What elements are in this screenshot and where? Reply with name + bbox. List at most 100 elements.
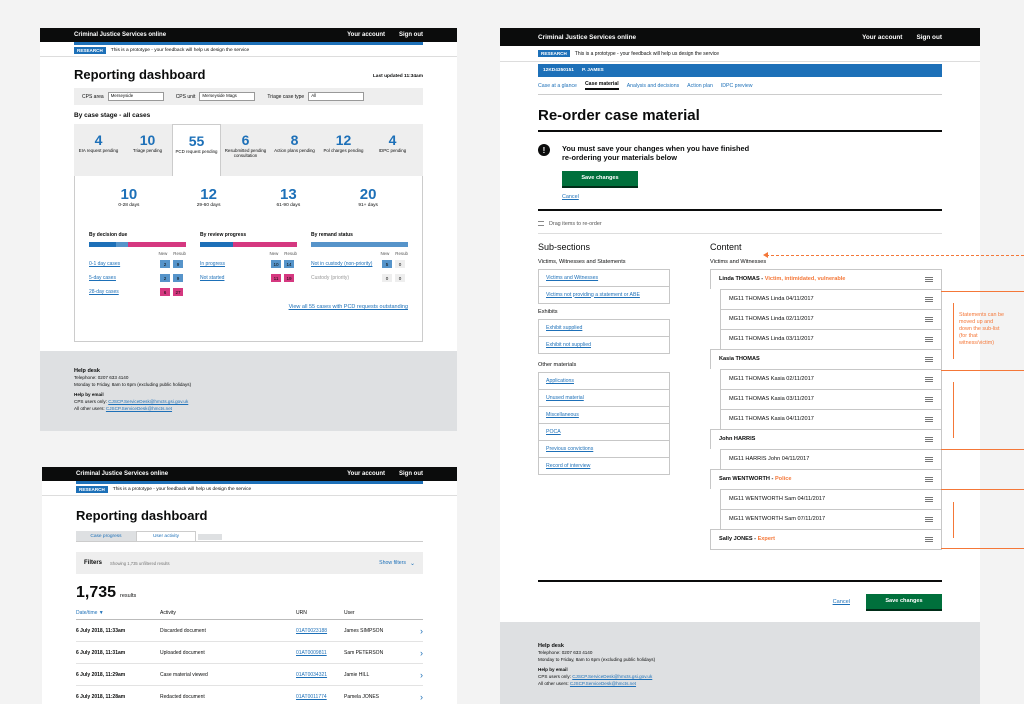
remand-row-link[interactable]: Not in custody (non-priority) — [311, 261, 373, 267]
table-row[interactable]: 6 July 2018, 11:31am Uploaded document 01A… — [76, 642, 423, 664]
filter-type-select[interactable]: All — [308, 92, 365, 101]
show-filters-button[interactable]: Show filters — [379, 560, 406, 566]
person-row[interactable]: Linda THOMAS - Victim, intimidated, vuln… — [710, 268, 942, 289]
stage-tab[interactable]: 12 Pol charges pending — [323, 132, 364, 153]
subsection-link[interactable]: POCA — [546, 429, 561, 435]
signout-link[interactable]: Sign out — [916, 33, 942, 41]
annotation-line — [941, 489, 1024, 490]
decision-due-card: By decision due New Resub 0-1 day cases 2 9… — [89, 232, 186, 296]
stage-tab[interactable]: 6 Resubmitted pending consultation — [224, 132, 267, 158]
view-all-link[interactable]: View all 55 cases with PCD requests outs… — [288, 304, 408, 310]
warning-icon: ! — [538, 144, 550, 156]
service-name[interactable]: Criminal Justice Services online — [538, 33, 637, 41]
drag-handle-icon[interactable] — [925, 296, 933, 302]
header-bar: Criminal Justice Services online Your ac… — [40, 28, 457, 42]
drag-handle-icon[interactable] — [925, 456, 933, 462]
subsection-link[interactable]: Victims and Witnesses — [546, 274, 599, 281]
activity-panel: Criminal Justice Services online Your ac… — [42, 467, 457, 704]
person-row[interactable]: Sally JONES - Expert — [710, 528, 942, 549]
document-row[interactable]: MG11 THOMAS Kasia 03/11/2017 — [720, 388, 942, 409]
cancel-link[interactable]: Cancel — [562, 193, 579, 200]
stage-tab[interactable]: 4 EIA request pending — [78, 132, 119, 153]
filter-unit-select[interactable]: Merseyside Mags — [199, 92, 256, 101]
tab-case-progress[interactable]: Case progress — [76, 531, 136, 541]
drag-handle-icon[interactable] — [925, 476, 933, 482]
drag-handle-icon[interactable] — [925, 416, 933, 422]
filter-area-select[interactable]: Merseyside — [107, 92, 164, 101]
stage-detail: 10 0-28 days 12 29-60 days 13 61-90 days 20… — [74, 176, 423, 342]
drag-handle-icon[interactable] — [925, 496, 933, 502]
subsection-link[interactable]: Victims not providing a statement or ABE — [546, 291, 640, 298]
document-row[interactable]: MG11 THOMAS Kasia 04/11/2017 — [720, 408, 942, 429]
cps-email-link[interactable]: CJSCP.ServiceDesk@hmcts.gsi.gov.uk — [572, 673, 653, 679]
cancel-link-bottom[interactable]: Cancel — [832, 599, 850, 605]
decision-row-link[interactable]: 5-day cases — [89, 275, 116, 281]
drag-handle-icon[interactable] — [925, 436, 933, 442]
table-row[interactable]: 6 July 2018, 11:28am Redacted document 01A… — [76, 686, 423, 704]
account-link[interactable]: Your account — [347, 32, 385, 38]
tab-user-activity[interactable]: User activity — [136, 531, 196, 541]
document-row[interactable]: MG11 THOMAS Linda 02/11/2017 — [720, 308, 942, 329]
age-count: 10 — [120, 186, 138, 203]
page-title: Reporting dashboard — [74, 67, 206, 82]
person-row[interactable]: Sam WENTWORTH - Police — [710, 468, 942, 489]
drag-handle-icon[interactable] — [925, 396, 933, 402]
nav-analysis[interactable]: Analysis and decisions — [626, 82, 680, 89]
subsection-link[interactable]: Record of interview — [546, 463, 591, 469]
stage-tab[interactable]: 8 Action plans pending — [274, 132, 315, 153]
signout-link[interactable]: Sign out — [399, 32, 423, 38]
footer: Help desk Telephone: 0207 633 4140 Monda… — [500, 622, 980, 704]
annotation-arrow — [953, 303, 954, 359]
subsection-link[interactable]: Applications — [546, 378, 574, 384]
document-row[interactable]: MG11 WENTWORTH Sam 04/11/2017 — [720, 488, 942, 509]
subsection-link[interactable]: Previous convictions — [546, 446, 594, 452]
account-link[interactable]: Your account — [347, 471, 385, 477]
service-name[interactable]: Criminal Justice Services online — [76, 471, 169, 477]
nav-action-plan[interactable]: Action plan — [687, 82, 713, 89]
drag-handle-icon[interactable] — [925, 356, 933, 362]
subsection-link[interactable]: Miscellaneous — [546, 412, 579, 418]
subsection-link[interactable]: Exhibit supplied — [546, 325, 583, 331]
document-row[interactable]: MG11 HARRIS John 04/11/2017 — [720, 448, 942, 469]
service-name[interactable]: Criminal Justice Services online — [74, 32, 167, 38]
sort-datetime[interactable]: Date/time ▼ — [76, 609, 104, 616]
group-heading: Exhibits — [538, 309, 558, 315]
table-row[interactable]: 6 July 2018, 11:33am Discarded document 01… — [76, 620, 423, 642]
drag-handle-icon[interactable] — [925, 516, 933, 522]
save-changes-button[interactable]: Save changes — [562, 170, 638, 188]
person-row[interactable]: Kasia THOMAS — [710, 348, 942, 369]
document-row[interactable]: MG11 THOMAS Linda 04/11/2017 — [720, 288, 942, 309]
drag-handle-icon[interactable] — [925, 316, 933, 322]
document-row[interactable]: MG11 THOMAS Linda 03/11/2017 — [720, 328, 942, 349]
stage-tab[interactable]: 10 Triage pending — [132, 132, 163, 153]
chevron-down-icon[interactable]: ⌄ — [409, 560, 415, 567]
signout-link[interactable]: Sign out — [399, 471, 423, 477]
drag-handle-icon[interactable] — [925, 276, 933, 282]
header-bar: Criminal Justice Services online Your ac… — [500, 28, 980, 46]
subsection-link[interactable]: Exhibit not supplied — [546, 342, 591, 348]
table-row[interactable]: 6 July 2018, 11:29am Case material viewed… — [76, 664, 423, 686]
other-email-link[interactable]: CJSCP.ServiceDesk@hmcts.net — [105, 405, 173, 411]
stage-tab-selected[interactable]: 55 PCD request pending — [172, 124, 221, 176]
nav-case-material[interactable]: Case material — [584, 81, 619, 90]
decision-row-link[interactable]: 0-1 day cases — [89, 261, 121, 267]
document-row[interactable]: MG11 WENTWORTH Sam 07/11/2017 — [720, 508, 942, 529]
document-row[interactable]: MG11 THOMAS Kasia 02/11/2017 — [720, 368, 942, 389]
subsection-link[interactable]: Unused material — [546, 395, 584, 401]
nav-case-at-a-glance[interactable]: Case at a glance — [538, 82, 577, 89]
group-heading: Victims, Witnesses and Statements — [538, 258, 626, 265]
age-label: 29-60 days — [196, 203, 221, 208]
nav-idpc-preview[interactable]: IDPC preview — [720, 82, 753, 89]
drag-handle-icon[interactable] — [925, 536, 933, 542]
decision-row-link[interactable]: 28-day cases — [89, 289, 119, 295]
stage-tab[interactable]: 4 IDPC pending — [378, 132, 407, 153]
review-row-link[interactable]: Not started — [200, 275, 225, 281]
cps-email-link[interactable]: CJSCP.ServiceDesk@hmcts.gsi.gov.uk — [108, 398, 189, 404]
other-email-link[interactable]: CJSCP.ServiceDesk@hmcts.net — [569, 680, 637, 686]
review-row-link[interactable]: In progress — [200, 261, 226, 267]
person-row[interactable]: John HARRIS — [710, 428, 942, 449]
drag-handle-icon[interactable] — [925, 336, 933, 342]
drag-handle-icon[interactable] — [925, 376, 933, 382]
account-link[interactable]: Your account — [862, 33, 903, 41]
save-changes-button-bottom[interactable]: Save changes — [866, 593, 942, 611]
